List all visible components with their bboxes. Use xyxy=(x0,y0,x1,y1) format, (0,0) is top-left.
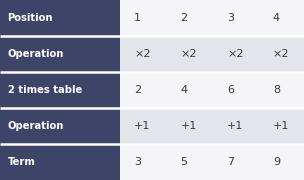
Text: ×2: ×2 xyxy=(227,49,244,59)
Text: ×2: ×2 xyxy=(273,49,289,59)
Text: +1: +1 xyxy=(181,121,197,131)
Bar xyxy=(0,108,120,144)
Text: 4: 4 xyxy=(273,13,280,23)
Bar xyxy=(167,144,213,180)
Text: 3: 3 xyxy=(227,13,234,23)
Bar xyxy=(120,36,167,72)
Text: 2: 2 xyxy=(134,85,141,95)
Text: +1: +1 xyxy=(134,121,150,131)
Bar xyxy=(120,144,167,180)
Text: 2 times table: 2 times table xyxy=(8,85,82,95)
Text: 4: 4 xyxy=(181,85,188,95)
Bar xyxy=(167,72,213,108)
Bar xyxy=(213,108,260,144)
Bar xyxy=(0,36,120,72)
Text: +1: +1 xyxy=(227,121,244,131)
Bar xyxy=(213,36,260,72)
Text: Position: Position xyxy=(8,13,53,23)
Bar xyxy=(120,0,167,36)
Text: 8: 8 xyxy=(273,85,280,95)
Bar xyxy=(167,36,213,72)
Text: 3: 3 xyxy=(134,157,141,167)
Bar xyxy=(167,108,213,144)
Text: Operation: Operation xyxy=(8,49,64,59)
Text: 2: 2 xyxy=(181,13,188,23)
Bar xyxy=(260,144,304,180)
Bar xyxy=(167,0,213,36)
Bar xyxy=(213,144,260,180)
Bar xyxy=(120,108,167,144)
Bar xyxy=(0,0,120,36)
Text: 9: 9 xyxy=(273,157,280,167)
Bar xyxy=(0,144,120,180)
Text: ×2: ×2 xyxy=(181,49,197,59)
Bar xyxy=(260,72,304,108)
Text: 7: 7 xyxy=(227,157,234,167)
Text: Term: Term xyxy=(8,157,36,167)
Text: 6: 6 xyxy=(227,85,234,95)
Bar xyxy=(260,36,304,72)
Text: 1: 1 xyxy=(134,13,141,23)
Bar xyxy=(213,72,260,108)
Text: ×2: ×2 xyxy=(134,49,150,59)
Bar xyxy=(213,0,260,36)
Bar xyxy=(120,72,167,108)
Bar xyxy=(260,0,304,36)
Bar xyxy=(260,108,304,144)
Text: 5: 5 xyxy=(181,157,188,167)
Text: Operation: Operation xyxy=(8,121,64,131)
Bar xyxy=(0,72,120,108)
Text: +1: +1 xyxy=(273,121,289,131)
